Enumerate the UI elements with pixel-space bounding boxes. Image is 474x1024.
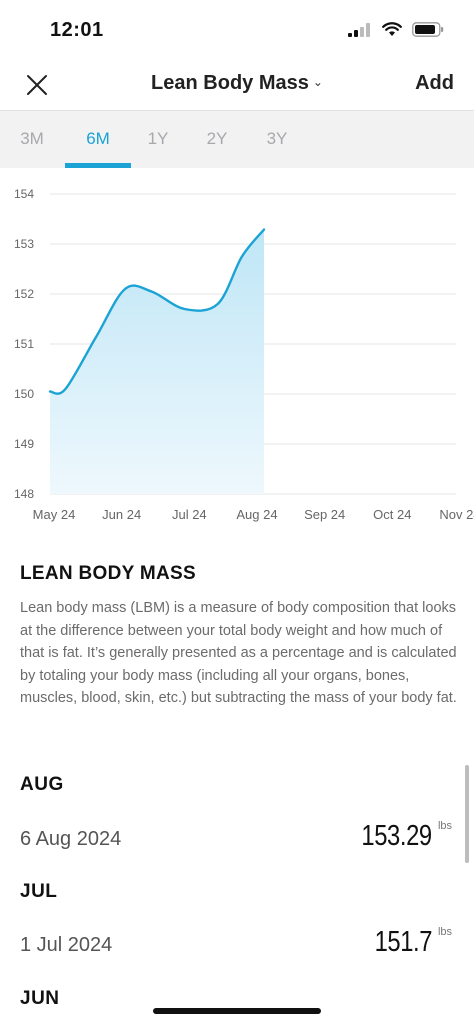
close-icon [27, 75, 47, 95]
tab-1y[interactable]: 1Y [147, 129, 169, 148]
data-point [263, 228, 265, 230]
entry-date: 6 Aug 2024 [20, 828, 122, 850]
y-tick-label: 151 [14, 337, 34, 351]
chevron-down-icon: ⌄ [312, 75, 323, 89]
x-tick-label: Jun 24 [102, 507, 141, 522]
y-tick-label: 154 [14, 187, 34, 201]
battery-icon [412, 22, 444, 37]
y-tick-label: 152 [14, 287, 34, 301]
nav-bar: Lean Body Mass ⌄ Add [0, 62, 474, 110]
data-point [241, 255, 243, 257]
month-heading-aug: AUG [20, 774, 64, 795]
series-line [48, 228, 266, 395]
list-item[interactable]: 6 Aug 2024 153.29 lbs [0, 806, 474, 866]
y-tick-label: 153 [14, 237, 34, 251]
metric-selector[interactable]: Lean Body Mass ⌄ [0, 72, 474, 95]
entry-value: 153.29 [361, 820, 433, 852]
data-point [124, 288, 126, 290]
y-tick-label: 149 [14, 437, 34, 451]
home-indicator [153, 1008, 321, 1014]
x-tick-label: Nov 24 [439, 507, 474, 522]
data-point [216, 303, 218, 305]
lean-body-mass-chart[interactable]: 154 153 152 151 150 149 148 May 24 Jun 24 Jul 24 A… [0, 178, 474, 528]
month-heading-jul: JUL [20, 881, 58, 902]
x-tick-label: Oct 24 [373, 507, 411, 522]
close-button[interactable] [22, 70, 52, 100]
entry-value: 151.7 [374, 926, 433, 958]
data-point [95, 335, 97, 337]
list-item[interactable]: 1 Jul 2024 151.7 lbs [0, 912, 474, 972]
page-title: Lean Body Mass [151, 72, 309, 94]
period-tabs: 3M 6M 1Y 2Y 3Y [0, 110, 474, 168]
wifi-icon [382, 22, 402, 36]
y-tick-label: 148 [14, 487, 34, 501]
chart-svg: 154 153 152 151 150 149 148 May 24 Jun 24 Jul 24 A… [14, 187, 474, 522]
active-tab-indicator [65, 163, 131, 168]
data-point [183, 308, 185, 310]
status-time: 12:01 [50, 19, 104, 41]
data-point [64, 388, 66, 390]
entry-date: 1 Jul 2024 [20, 934, 113, 956]
tab-6m[interactable]: 6M [86, 129, 110, 148]
add-button[interactable]: Add [415, 72, 454, 94]
y-tick-label: 150 [14, 387, 34, 401]
data-point [150, 290, 152, 292]
section-title: LEAN BODY MASS [20, 563, 196, 584]
entry-unit: lbs [437, 820, 452, 832]
status-icons [348, 22, 444, 37]
x-tick-label: Jul 24 [172, 507, 207, 522]
tab-2y[interactable]: 2Y [206, 129, 228, 148]
x-tick-label: Sep 24 [304, 507, 345, 522]
month-heading-jun: JUN [20, 988, 60, 1009]
scrollbar[interactable] [465, 765, 469, 863]
tab-3y[interactable]: 3Y [266, 129, 288, 148]
signal-icon [348, 22, 370, 37]
data-point [49, 390, 51, 392]
entry-unit: lbs [437, 926, 452, 938]
x-tick-label: May 24 [33, 507, 76, 522]
section-description: Lean body mass (LBM) is a measure of bod… [20, 600, 457, 706]
series-area [50, 229, 265, 494]
x-tick-label: Aug 24 [236, 507, 277, 522]
tab-3m[interactable]: 3M [20, 129, 44, 148]
status-bar: 12:01 [0, 0, 474, 62]
